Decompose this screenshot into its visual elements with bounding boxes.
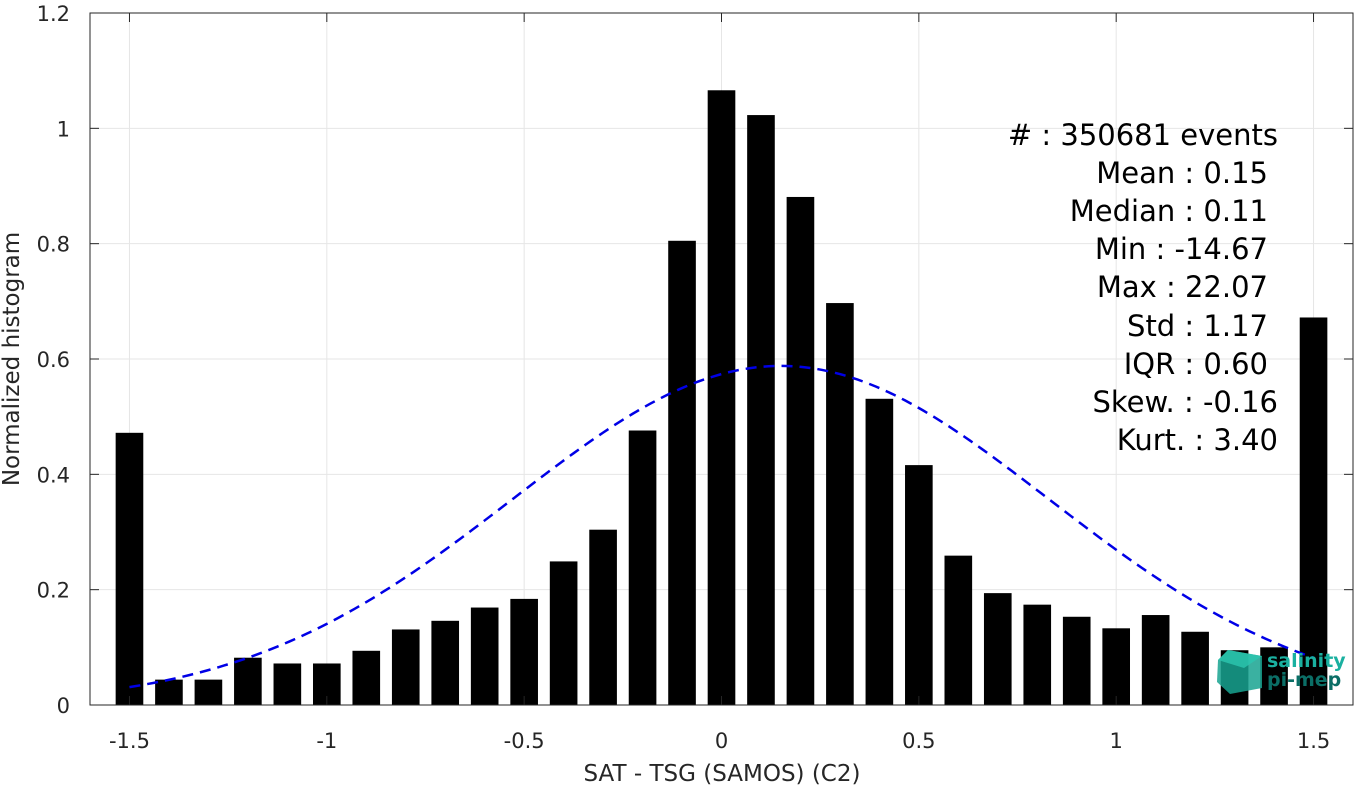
y-tick-label-6: 1.2 bbox=[37, 2, 70, 26]
stat-line-8: Kurt. : 3.40 bbox=[1117, 423, 1278, 457]
histogram-bar-21 bbox=[944, 555, 973, 705]
logo-text-line2: pi-mep bbox=[1267, 669, 1341, 691]
y-tick-label-4: 0.8 bbox=[37, 233, 70, 257]
logo-cube-facet bbox=[1218, 650, 1262, 668]
histogram-bar-13 bbox=[628, 430, 657, 705]
histogram-bar-22 bbox=[983, 593, 1012, 705]
histogram-bar-14 bbox=[668, 240, 696, 706]
x-tick-label-1: -1 bbox=[316, 729, 337, 753]
histogram-bar-4 bbox=[273, 663, 302, 705]
x-tick-label-6: 1.5 bbox=[1297, 729, 1330, 753]
histogram-bars bbox=[115, 90, 1328, 706]
x-tick-label-0: -1.5 bbox=[109, 729, 150, 753]
x-tick-label-3: 0 bbox=[715, 729, 728, 753]
stat-line-6: IQR : 0.60 bbox=[1124, 347, 1268, 381]
histogram-bar-3 bbox=[234, 657, 262, 705]
histogram-bar-8 bbox=[431, 620, 460, 705]
x-tick-label-4: 0.5 bbox=[902, 729, 935, 753]
histogram-bar-18 bbox=[826, 303, 854, 705]
y-tick-label-2: 0.4 bbox=[37, 463, 70, 487]
x-tick-label-5: 1 bbox=[1110, 729, 1123, 753]
histogram-bar-20 bbox=[905, 465, 933, 705]
stat-line-4: Max : 22.07 bbox=[1097, 270, 1268, 304]
histogram-bar-10 bbox=[510, 598, 538, 705]
histogram-bar-26 bbox=[1141, 615, 1170, 705]
x-tick-labels: -1.5 -1 -0.5 0 0.5 1 1.5 bbox=[109, 729, 1330, 753]
statistics-annotation: # : 350681 events Mean : 0.15 Median : 0.1… bbox=[1008, 118, 1278, 457]
logo-text-line1: salinity bbox=[1267, 650, 1346, 672]
histogram-bar-12 bbox=[589, 529, 617, 705]
histogram-bar-2 bbox=[194, 679, 223, 705]
histogram-bar-7 bbox=[391, 629, 420, 705]
histogram-bar-1 bbox=[155, 679, 183, 705]
histogram-bar-23 bbox=[1023, 604, 1052, 705]
axis-ticks bbox=[90, 12, 1353, 706]
histogram-bar-9 bbox=[470, 607, 499, 705]
histogram-bar-29 bbox=[1260, 647, 1288, 705]
x-axis-label: SAT - TSG (SAMOS) (C2) bbox=[584, 761, 861, 785]
histogram-bar-0 bbox=[115, 432, 144, 705]
histogram-bar-30 bbox=[1299, 317, 1328, 705]
stat-line-0: # : 350681 events bbox=[1008, 118, 1278, 152]
histogram-bar-15 bbox=[707, 90, 736, 706]
stat-line-2: Median : 0.11 bbox=[1070, 194, 1268, 228]
histogram-bar-19 bbox=[865, 398, 894, 705]
histogram-bar-6 bbox=[352, 650, 381, 705]
histogram-bar-25 bbox=[1102, 628, 1131, 705]
y-tick-label-3: 0.6 bbox=[37, 348, 70, 372]
stat-line-1: Mean : 0.15 bbox=[1096, 156, 1268, 190]
normal-fit-curve bbox=[129, 364, 1314, 689]
histogram-bar-24 bbox=[1062, 616, 1091, 705]
y-tick-labels: 0 0.2 0.4 0.6 0.8 1 1.2 bbox=[37, 2, 70, 718]
y-tick-label-5: 1 bbox=[57, 117, 70, 141]
x-tick-label-2: -0.5 bbox=[504, 729, 545, 753]
stat-line-3: Min : -14.67 bbox=[1095, 232, 1268, 266]
histogram-bar-27 bbox=[1181, 631, 1209, 705]
y-axis-label: Normalized histogram bbox=[0, 232, 25, 486]
histogram-bar-11 bbox=[549, 561, 578, 705]
y-tick-label-0: 0 bbox=[57, 694, 70, 718]
histogram-bar-16 bbox=[747, 115, 775, 705]
histogram-bar-17 bbox=[786, 196, 815, 705]
y-tick-label-1: 0.2 bbox=[37, 579, 70, 603]
stat-line-7: Skew. : -0.16 bbox=[1092, 385, 1278, 419]
salinity-pi-mep-logo: salinity pi-mep bbox=[1217, 650, 1346, 694]
stat-line-5: Std : 1.17 bbox=[1127, 309, 1268, 343]
